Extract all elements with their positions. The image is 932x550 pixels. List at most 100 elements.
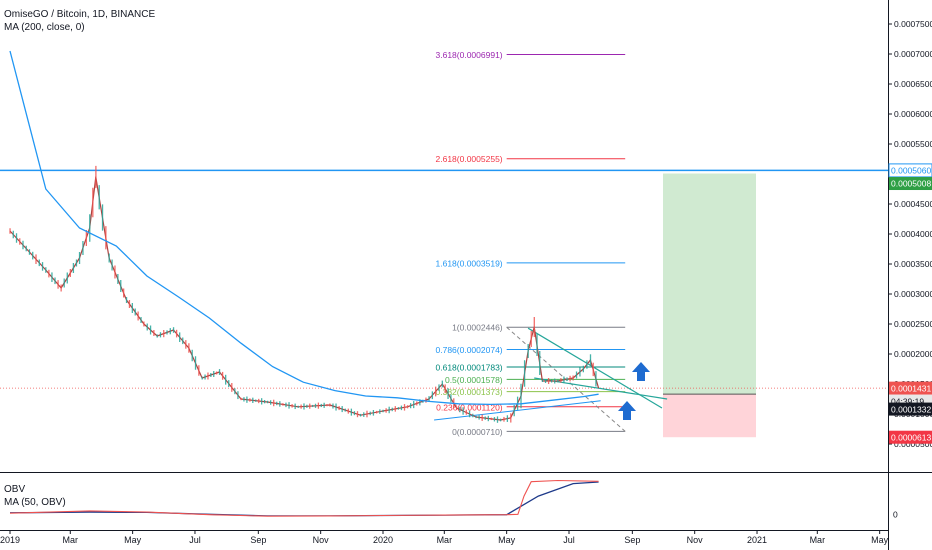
price-candle [551, 379, 553, 383]
price-candle [249, 398, 251, 402]
price-candle [566, 377, 568, 381]
price-candle [35, 254, 37, 264]
x-tick-label: Jul [189, 535, 201, 545]
stop-badge-bg [889, 430, 932, 444]
price-candle [388, 406, 390, 414]
price-candle [416, 401, 418, 406]
ma-indicator-label[interactable]: MA (200, close, 0) [4, 22, 85, 33]
y-tick-label: 0.0002500 [894, 319, 932, 329]
resistance-badge-border [888, 163, 932, 178]
stop-badge[interactable]: 0.0000613 [891, 432, 931, 442]
obv-axis-zero-label: 0 [893, 510, 898, 520]
price-candle [481, 414, 483, 421]
price-candle [128, 300, 131, 308]
price-candle [338, 406, 340, 411]
x-tick-label: Sep [624, 535, 640, 545]
price-candle [89, 214, 91, 242]
price-candle [344, 408, 346, 412]
price-candle [329, 403, 331, 407]
price-candle [15, 233, 18, 243]
price-candle [554, 378, 556, 384]
price-candle [185, 340, 187, 349]
y-tick-label: 0.0006000 [894, 109, 932, 119]
price-candle [419, 399, 421, 406]
price-candle [263, 400, 266, 404]
obv-line[interactable] [9, 479, 599, 517]
price-candle [266, 400, 269, 404]
x-tick-label: 2021 [747, 535, 767, 545]
ma200-line[interactable] [9, 50, 599, 406]
price-candle [32, 251, 34, 260]
fib-level-label: 0(0.0000710) [452, 427, 503, 437]
up-arrow-icon[interactable] [632, 362, 650, 381]
price-candle [575, 371, 578, 379]
price-candle [210, 373, 212, 377]
price-candle [63, 278, 65, 288]
price-candle [323, 402, 325, 408]
price-candle [225, 374, 227, 385]
price-candle [510, 413, 512, 423]
support-trendline[interactable] [434, 400, 601, 421]
x-tick-label: Mar [437, 535, 453, 545]
price-candle [493, 417, 496, 422]
price-candle [146, 323, 148, 331]
price-candle [326, 404, 328, 407]
price-candle [51, 272, 53, 282]
price-candle [66, 272, 68, 284]
price-candle [589, 354, 592, 366]
price-candle [163, 330, 165, 338]
entry-badge-bg [889, 402, 932, 416]
price-candle [413, 401, 415, 409]
chart-title[interactable]: OmiseGO / Bitcoin, 1D, BINANCE [4, 9, 156, 20]
price-line[interactable] [9, 176, 600, 421]
price-candle [447, 388, 449, 399]
entry-badge[interactable]: 0.0001332 [891, 404, 931, 414]
up-arrow-icon[interactable] [618, 401, 636, 420]
fib-level-label: 0.618(0.0001783) [436, 363, 503, 373]
obv-title[interactable]: OBV [4, 484, 26, 495]
price-candle [252, 397, 254, 403]
price-candle [582, 365, 584, 373]
stop-zone [663, 394, 756, 438]
price-candle [490, 417, 493, 421]
fib-level-label: 0.786(0.0002074) [436, 345, 503, 355]
price-candle [369, 411, 371, 416]
fib-level-label: 2.618(0.0005255) [436, 154, 503, 164]
price-candle [579, 367, 581, 377]
price-candle [166, 330, 168, 335]
target-zone [663, 173, 756, 395]
price-candle [204, 374, 206, 380]
resistance-badge[interactable]: 0.0005060 [891, 166, 931, 176]
price-candle [258, 398, 260, 404]
price-candle [98, 185, 100, 210]
price-candle [332, 403, 334, 409]
obv-ma-label[interactable]: MA (50, OBV) [4, 497, 66, 508]
price-candle [397, 407, 400, 410]
y-tick-label: 0.0003500 [894, 259, 932, 269]
price-candle [431, 391, 434, 400]
price-candle [201, 376, 203, 380]
price-candle [48, 269, 50, 278]
price-candle [586, 360, 588, 369]
price-candle [221, 371, 224, 380]
x-tick-label: May [871, 535, 889, 545]
price-candle [297, 405, 299, 408]
price-candle [444, 384, 446, 394]
resistance-badge-bg [889, 163, 932, 177]
price-candle [536, 334, 538, 356]
price-candle [159, 332, 162, 338]
target-badge[interactable]: 0.0005008 [891, 179, 931, 189]
price-candle [359, 413, 362, 417]
price-candle [279, 401, 281, 407]
price-candle [179, 332, 181, 342]
price-candle [303, 403, 305, 410]
price-candle [472, 413, 474, 418]
price-candle [530, 331, 532, 347]
price-candle [506, 415, 509, 422]
countdown-badge[interactable]: 04:39:19 [891, 396, 924, 406]
price-candle [541, 380, 544, 382]
price-candle [320, 403, 322, 408]
last-price-badge[interactable]: 0.0001431 [891, 383, 931, 393]
